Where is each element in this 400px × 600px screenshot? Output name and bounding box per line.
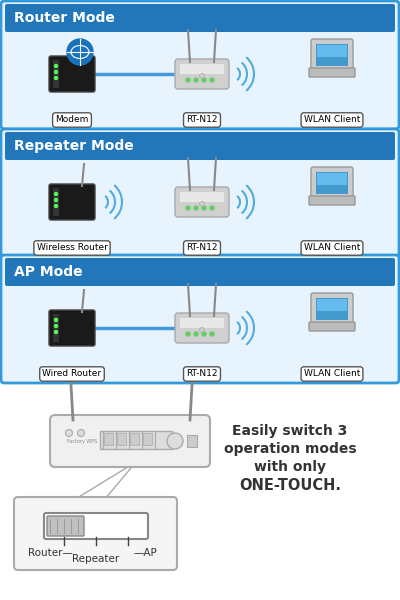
FancyBboxPatch shape xyxy=(311,39,353,71)
FancyBboxPatch shape xyxy=(1,129,399,257)
Bar xyxy=(53,314,59,342)
Circle shape xyxy=(202,332,206,336)
Bar xyxy=(53,188,59,216)
FancyBboxPatch shape xyxy=(5,258,395,286)
Text: RT-N12: RT-N12 xyxy=(186,244,218,253)
Text: Modem: Modem xyxy=(55,115,89,124)
Circle shape xyxy=(54,325,58,328)
FancyBboxPatch shape xyxy=(180,192,224,202)
Circle shape xyxy=(67,39,93,65)
FancyBboxPatch shape xyxy=(49,184,95,220)
FancyBboxPatch shape xyxy=(175,59,229,89)
Text: Factory WPS: Factory WPS xyxy=(67,439,97,444)
Text: WLAN Client: WLAN Client xyxy=(304,115,360,124)
Circle shape xyxy=(54,199,58,202)
Circle shape xyxy=(54,70,58,73)
Text: with only: with only xyxy=(254,460,326,474)
FancyBboxPatch shape xyxy=(311,167,353,199)
Bar xyxy=(53,60,59,88)
Bar xyxy=(187,435,197,447)
FancyBboxPatch shape xyxy=(311,293,353,325)
FancyBboxPatch shape xyxy=(1,1,399,129)
Text: Wired Router: Wired Router xyxy=(42,370,102,379)
Circle shape xyxy=(210,78,214,82)
Circle shape xyxy=(200,328,204,332)
FancyBboxPatch shape xyxy=(14,497,177,570)
Circle shape xyxy=(66,430,72,437)
Text: —AP: —AP xyxy=(133,548,157,558)
Bar xyxy=(317,45,347,57)
Circle shape xyxy=(194,332,198,336)
Text: AP Mode: AP Mode xyxy=(14,265,83,279)
Text: RT-N12: RT-N12 xyxy=(186,370,218,379)
Circle shape xyxy=(54,331,58,334)
Bar xyxy=(317,173,347,185)
Bar xyxy=(317,299,347,311)
FancyBboxPatch shape xyxy=(175,313,229,343)
Bar xyxy=(104,433,113,445)
Text: Easily switch 3: Easily switch 3 xyxy=(232,424,348,438)
Bar xyxy=(7,261,393,282)
Circle shape xyxy=(194,78,198,82)
Text: WLAN Client: WLAN Client xyxy=(304,244,360,253)
Circle shape xyxy=(186,78,190,82)
FancyBboxPatch shape xyxy=(180,64,224,74)
Bar xyxy=(7,7,393,28)
FancyBboxPatch shape xyxy=(5,4,395,32)
FancyBboxPatch shape xyxy=(1,255,399,383)
Circle shape xyxy=(167,433,183,449)
Bar xyxy=(7,135,393,156)
FancyBboxPatch shape xyxy=(180,318,224,328)
Text: RT-N12: RT-N12 xyxy=(186,115,218,124)
Text: operation modes: operation modes xyxy=(224,442,356,456)
Bar xyxy=(117,433,126,445)
Bar xyxy=(130,433,139,445)
Text: Repeater Mode: Repeater Mode xyxy=(14,139,134,153)
Circle shape xyxy=(200,73,204,79)
Circle shape xyxy=(54,205,58,208)
Circle shape xyxy=(202,78,206,82)
Bar xyxy=(316,298,348,320)
FancyBboxPatch shape xyxy=(44,513,148,539)
Bar xyxy=(316,172,348,194)
FancyBboxPatch shape xyxy=(49,56,95,92)
FancyBboxPatch shape xyxy=(309,322,355,331)
Bar xyxy=(100,431,172,449)
FancyBboxPatch shape xyxy=(309,68,355,77)
Text: Router Mode: Router Mode xyxy=(14,11,115,25)
Circle shape xyxy=(210,206,214,210)
Circle shape xyxy=(54,319,58,322)
Circle shape xyxy=(200,202,204,206)
Circle shape xyxy=(194,206,198,210)
Circle shape xyxy=(202,206,206,210)
Circle shape xyxy=(78,430,84,437)
Bar xyxy=(316,44,348,66)
FancyBboxPatch shape xyxy=(175,187,229,217)
FancyBboxPatch shape xyxy=(49,310,95,346)
Circle shape xyxy=(54,76,58,79)
Text: Wireless Router: Wireless Router xyxy=(36,244,108,253)
Text: Router—: Router— xyxy=(28,548,73,558)
Circle shape xyxy=(186,206,190,210)
Text: ONE-TOUCH.: ONE-TOUCH. xyxy=(239,478,341,493)
FancyBboxPatch shape xyxy=(47,516,84,536)
FancyBboxPatch shape xyxy=(50,415,210,467)
FancyBboxPatch shape xyxy=(5,132,395,160)
Circle shape xyxy=(54,193,58,196)
Circle shape xyxy=(54,64,58,67)
Text: Repeater: Repeater xyxy=(72,554,120,564)
Bar xyxy=(143,433,152,445)
Circle shape xyxy=(186,332,190,336)
Text: WLAN Client: WLAN Client xyxy=(304,370,360,379)
Circle shape xyxy=(210,332,214,336)
Bar xyxy=(0,386,400,600)
FancyBboxPatch shape xyxy=(309,196,355,205)
